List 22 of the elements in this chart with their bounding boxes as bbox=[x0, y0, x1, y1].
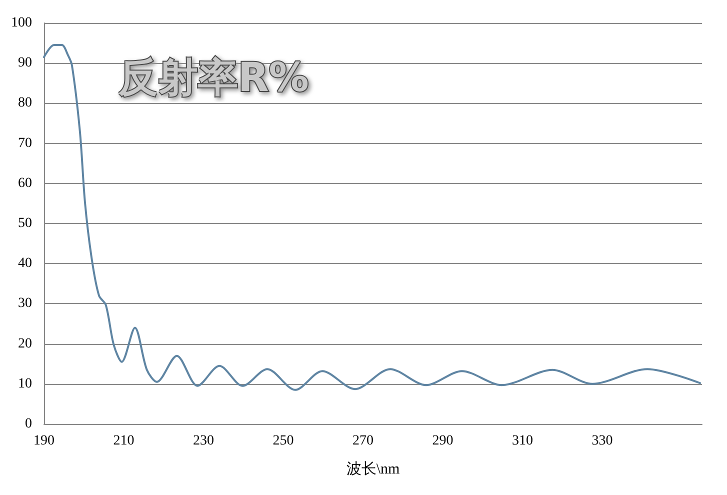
x-tick-label: 290 bbox=[432, 434, 454, 448]
x-tick-label: 190 bbox=[34, 434, 54, 448]
y-tick-label: 10 bbox=[18, 376, 32, 392]
x-axis-title: 波长\nm bbox=[346, 460, 400, 478]
y-tick-label: 40 bbox=[18, 256, 32, 272]
y-tick-label: 50 bbox=[18, 216, 32, 231]
y-tick-label: 90 bbox=[18, 56, 32, 71]
x-tick-label: 310 bbox=[512, 434, 534, 448]
x-tick-label: 330 bbox=[592, 434, 613, 448]
y-tick-label: 70 bbox=[18, 136, 32, 151]
y-tick-label: 100 bbox=[11, 16, 32, 30]
x-tick-label: 270 bbox=[352, 434, 374, 448]
text: 反射率R% bbox=[117, 55, 309, 101]
y-tick-label: 20 bbox=[18, 336, 32, 352]
y-tick-label: 80 bbox=[18, 96, 32, 111]
y-tick-label: 30 bbox=[18, 296, 32, 312]
x-tick-label: 210 bbox=[113, 434, 134, 448]
line-series bbox=[43, 44, 702, 391]
y-tick-label: 60 bbox=[18, 176, 32, 191]
x-tick-label: 250 bbox=[272, 434, 294, 448]
x-tick-label: 230 bbox=[193, 434, 214, 448]
y-tick-label: 0 bbox=[25, 416, 32, 432]
